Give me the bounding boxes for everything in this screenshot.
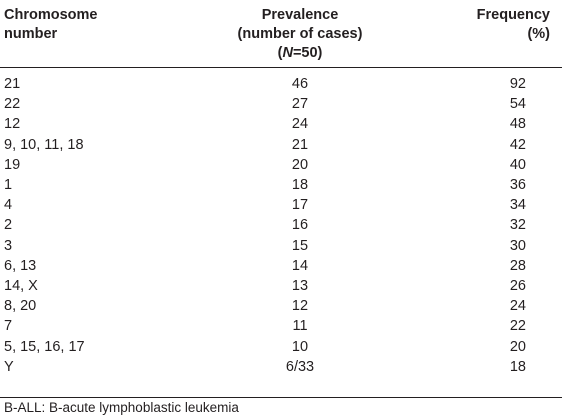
cell-frequency: 36 (509, 177, 526, 194)
cell-prevalence: 16 (291, 217, 309, 234)
header-line: (N=50) (277, 45, 323, 61)
cell-prevalence: 46 (291, 76, 309, 93)
cell-chromosome: 22 (4, 96, 21, 113)
table-row: 12 24 48 (0, 114, 562, 134)
cell-frequency: 32 (509, 217, 526, 234)
cell-chromosome: 4 (4, 197, 13, 214)
cell-frequency: 42 (509, 136, 526, 153)
table-body: 21 46 92 22 27 54 12 24 48 9, 10, 11, 18 21 42 19 20 4… (0, 68, 562, 379)
header-line: Chromosome (4, 7, 98, 23)
cell-frequency: 34 (509, 197, 526, 214)
cell-frequency: 28 (509, 257, 526, 274)
cell-frequency: 22 (509, 318, 526, 335)
cell-chromosome: 19 (4, 156, 21, 173)
header-frequency: Frequency (%) (400, 0, 562, 68)
cell-chromosome: 9, 10, 11, 18 (4, 136, 84, 153)
cell-prevalence: 27 (291, 96, 309, 113)
cell-prevalence: 17 (291, 197, 309, 214)
table-row: 1 18 36 (0, 175, 562, 195)
table-row: 2 16 32 (0, 215, 562, 235)
header-prevalence: Prevalence (number of cases) (N=50) (200, 0, 400, 68)
cell-chromosome: 14, X (4, 277, 38, 294)
cell-prevalence: 10 (291, 338, 309, 355)
cell-prevalence: 6/33 (285, 358, 315, 375)
cell-frequency: 48 (509, 116, 526, 133)
table-row: 14, X 13 26 (0, 276, 562, 296)
table-row: 7 11 22 (0, 316, 562, 336)
table-row: 21 46 92 (0, 68, 562, 95)
table-footnote: B-ALL: B-acute lymphoblastic leukemia (4, 400, 239, 415)
cell-prevalence: 24 (291, 116, 309, 133)
cell-frequency: 24 (509, 298, 526, 315)
cell-chromosome: Y (4, 358, 14, 375)
cell-chromosome: 12 (4, 116, 21, 133)
cell-prevalence: 14 (291, 257, 309, 274)
cell-frequency: 26 (509, 277, 526, 294)
header-line: Frequency (476, 7, 550, 23)
table-row: 5, 15, 16, 17 10 20 (0, 336, 562, 356)
cell-chromosome: 5, 15, 16, 17 (4, 338, 85, 355)
cell-prevalence: 18 (291, 177, 309, 194)
cell-chromosome: 7 (4, 318, 13, 335)
table-row: Y 6/33 18 (0, 357, 562, 379)
cell-prevalence: 15 (291, 237, 309, 254)
chromosome-frequency-table: Chromosome number Prevalence (number of … (0, 0, 562, 379)
cell-prevalence: 13 (291, 277, 309, 294)
cell-chromosome: 2 (4, 217, 13, 234)
cell-prevalence: 20 (291, 156, 309, 173)
table-row: 19 20 40 (0, 155, 562, 175)
table-row: 4 17 34 (0, 195, 562, 215)
header-chromosome-number: Chromosome number (0, 0, 200, 68)
cell-prevalence: 21 (291, 136, 309, 153)
table-row: 8, 20 12 24 (0, 296, 562, 316)
cell-chromosome: 6, 13 (4, 257, 37, 274)
cell-prevalence: 11 (292, 318, 308, 335)
table-row: 9, 10, 11, 18 21 42 (0, 135, 562, 155)
cell-chromosome: 3 (4, 237, 13, 254)
header-line: (%) (527, 26, 550, 42)
header-line: (number of cases) (237, 26, 363, 42)
table-row: 22 27 54 (0, 94, 562, 114)
cell-chromosome: 1 (4, 177, 13, 194)
cell-frequency: 18 (509, 358, 526, 375)
table-header-row: Chromosome number Prevalence (number of … (0, 0, 562, 68)
cell-chromosome: 21 (4, 76, 21, 93)
cell-frequency: 54 (509, 96, 526, 113)
cell-frequency: 92 (509, 76, 526, 93)
cell-frequency: 30 (509, 237, 526, 254)
table-bottom-rule (0, 397, 562, 398)
cell-frequency: 40 (509, 156, 526, 173)
cell-prevalence: 12 (291, 298, 309, 315)
cell-frequency: 20 (509, 338, 526, 355)
header-line: Prevalence (261, 7, 339, 23)
header-line: number (4, 26, 58, 42)
table-row: 6, 13 14 28 (0, 256, 562, 276)
table-row: 3 15 30 (0, 236, 562, 256)
cell-chromosome: 8, 20 (4, 298, 37, 315)
